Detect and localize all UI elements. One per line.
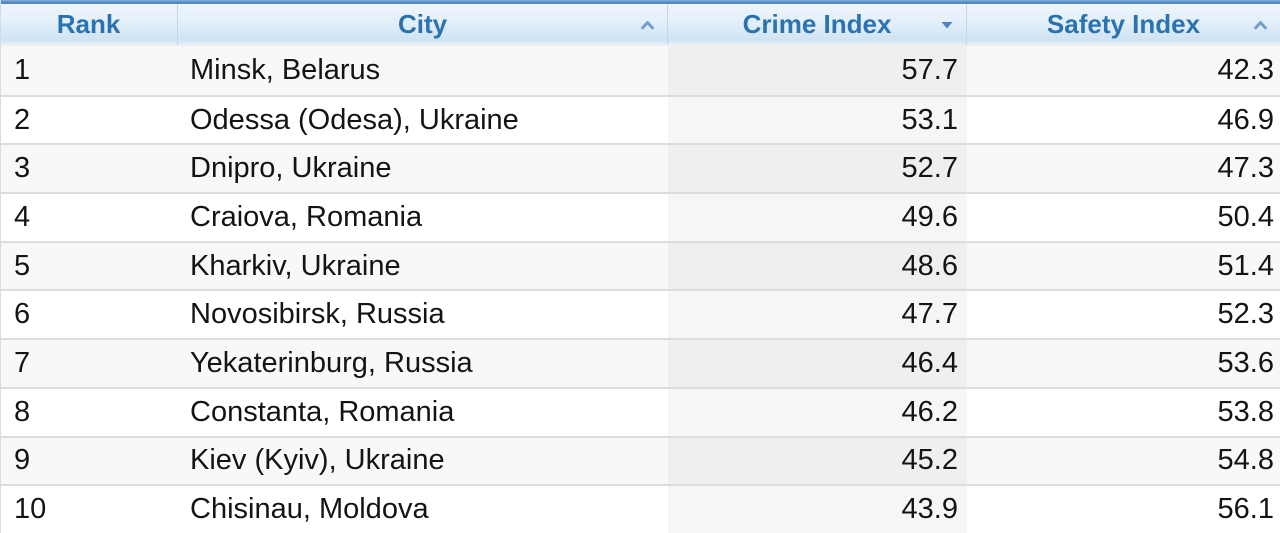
rank-cell: 2 bbox=[14, 103, 31, 136]
crime-index-cell: 47.7 bbox=[668, 291, 967, 338]
column-header-crime-index-label: Crime Index bbox=[742, 9, 892, 39]
rank-cell: 10 bbox=[14, 493, 47, 526]
table-body: 1 Minsk, Belarus 57.7 42.3 2 Odessa (Odesa), … bbox=[0, 46, 1280, 533]
city-cell: Dnipro, Ukraine bbox=[190, 152, 392, 185]
safety-index-cell: 53.8 bbox=[1217, 395, 1274, 428]
column-header-safety-index-label: Safety Index bbox=[1046, 9, 1201, 39]
rank-cell: 6 bbox=[14, 298, 31, 331]
table-row: 10 Chisinau, Moldova 43.9 56.1 bbox=[0, 484, 1280, 533]
city-cell: Kiev (Kyiv), Ukraine bbox=[190, 444, 445, 477]
column-header-city[interactable]: City bbox=[178, 4, 668, 45]
city-cell: Kharkiv, Ukraine bbox=[190, 249, 401, 282]
table-row: 2 Odessa (Odesa), Ukraine 53.1 46.9 bbox=[0, 94, 1280, 144]
table-row: 4 Craiova, Romania 49.6 50.4 bbox=[0, 192, 1280, 241]
column-header-rank[interactable]: Rank bbox=[0, 4, 178, 45]
table-left-border bbox=[0, 0, 1, 533]
table-row: 1 Minsk, Belarus 57.7 42.3 bbox=[0, 46, 1280, 95]
city-cell: Novosibirsk, Russia bbox=[190, 298, 445, 331]
rank-cell: 4 bbox=[14, 200, 31, 233]
city-cell: Chisinau, Moldova bbox=[190, 493, 429, 526]
table-row: 5 Kharkiv, Ukraine 48.6 51.4 bbox=[0, 240, 1280, 290]
rank-cell: 3 bbox=[14, 152, 31, 185]
crime-index-cell: 46.4 bbox=[668, 340, 967, 387]
table-row: 7 Yekaterinburg, Russia 46.4 53.6 bbox=[0, 338, 1280, 387]
safety-index-cell: 52.3 bbox=[1217, 298, 1274, 331]
table-row: 6 Novosibirsk, Russia 47.7 52.3 bbox=[0, 289, 1280, 339]
safety-index-cell: 50.4 bbox=[1217, 200, 1274, 233]
city-cell: Constanta, Romania bbox=[190, 395, 455, 428]
table-row: 9 Kiev (Kyiv), Ukraine 45.2 54.8 bbox=[0, 435, 1280, 485]
crime-index-cell: 43.9 bbox=[668, 486, 967, 533]
crime-index-cell: 49.6 bbox=[668, 194, 967, 241]
crime-index-cell: 52.7 bbox=[668, 145, 967, 192]
city-cell: Craiova, Romania bbox=[190, 200, 423, 233]
rank-cell: 5 bbox=[14, 249, 31, 282]
column-header-crime-index[interactable]: Crime Index bbox=[668, 4, 967, 45]
chevron-up-icon[interactable] bbox=[1252, 18, 1269, 31]
safety-index-cell: 56.1 bbox=[1217, 493, 1274, 526]
city-cell: Odessa (Odesa), Ukraine bbox=[190, 103, 519, 136]
safety-index-cell: 46.9 bbox=[1217, 103, 1274, 136]
rank-cell: 9 bbox=[14, 444, 31, 477]
table-row: 3 Dnipro, Ukraine 52.7 47.3 bbox=[0, 143, 1280, 193]
safety-index-cell: 53.6 bbox=[1217, 346, 1274, 379]
table-row: 8 Constanta, Romania 46.2 53.8 bbox=[0, 386, 1280, 436]
city-cell: Minsk, Belarus bbox=[190, 53, 381, 86]
crime-index-cell: 46.2 bbox=[668, 389, 967, 436]
column-header-city-label: City bbox=[397, 9, 448, 39]
crime-index-cell: 53.1 bbox=[668, 97, 967, 144]
safety-index-cell: 54.8 bbox=[1217, 444, 1274, 477]
safety-index-cell: 47.3 bbox=[1217, 152, 1274, 185]
column-header-safety-index[interactable]: Safety Index bbox=[967, 4, 1280, 45]
rank-cell: 8 bbox=[14, 395, 31, 428]
crime-index-cell: 45.2 bbox=[668, 438, 967, 485]
column-header-rank-label: Rank bbox=[56, 9, 121, 39]
safety-index-cell: 42.3 bbox=[1217, 53, 1274, 86]
city-cell: Yekaterinburg, Russia bbox=[190, 346, 473, 379]
table-top-accent-bar bbox=[0, 0, 1280, 4]
crime-index-cell: 48.6 bbox=[668, 243, 967, 290]
triangle-down-icon[interactable] bbox=[939, 19, 955, 31]
crime-index-cell: 57.7 bbox=[668, 46, 967, 95]
table-header-row: Rank City Crime Index Safety Index bbox=[0, 4, 1280, 46]
rank-cell: 1 bbox=[14, 53, 31, 86]
rank-cell: 7 bbox=[14, 346, 31, 379]
safety-index-cell: 51.4 bbox=[1217, 249, 1274, 282]
chevron-up-icon[interactable] bbox=[639, 18, 656, 31]
